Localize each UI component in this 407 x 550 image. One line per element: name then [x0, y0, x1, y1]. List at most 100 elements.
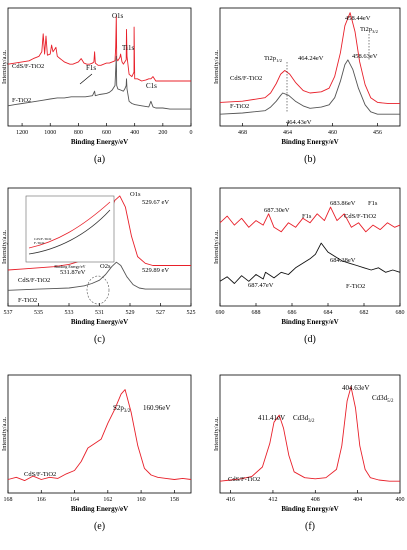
panel-letter: (e) [94, 521, 105, 532]
y-axis-label: Intensity/a.u. [213, 230, 220, 264]
x-axis-label: Binding Energy/eV [71, 318, 128, 326]
plot-frame [219, 374, 401, 494]
y-axis-label: Intensity/a.u. [1, 50, 8, 84]
inset-x-axis-label: Binding Energy/eV [54, 264, 85, 269]
panel-letter: (a) [94, 154, 105, 165]
peak-label-o1s: O1s [130, 191, 141, 198]
series-line-f-tio2 [7, 55, 191, 110]
x-tick-label: 533 [65, 310, 74, 316]
x-axis-label: Binding Energy/eV [281, 505, 338, 513]
peak-label-ti2p12: Ti2p1/2 [264, 55, 283, 63]
x-tick-label: 535 [34, 310, 43, 316]
x-tick-label: 400 [396, 497, 405, 503]
x-tick-label: 529 [126, 310, 135, 316]
x-tick-label: 0 [190, 130, 193, 136]
peak-label-683-86: 683.86eV [330, 200, 356, 207]
chart-panel-c: 537 535 533 531 529 527 525 Binding Energy/eV In… [1, 187, 196, 345]
peak-label-411-41: 411.41eV [258, 414, 285, 422]
series-label-cds: CdS/F-TiO2 [344, 213, 376, 220]
peak-label-ti1s: Ti1s [122, 44, 134, 52]
peak-label-529-89: 529.89 eV [142, 267, 169, 274]
peak-label-c1s: C1s [146, 82, 157, 90]
series-line-cds-f-tio2 [7, 15, 191, 82]
peak-label-f1s: F1s [86, 64, 96, 72]
peak-label-f1s-b: F1s [368, 200, 378, 207]
x-tick-label: 686 [288, 310, 297, 316]
y-axis-label: Intensity/a.u. [213, 50, 220, 84]
inset-legend-cds: CdS/F-TiO2 [34, 237, 52, 241]
series-label-ftio2: F-TiO2 [18, 297, 37, 304]
x-tick-label: 1200 [16, 130, 28, 136]
y-axis-label: Intensity/a.u. [1, 417, 8, 451]
x-tick-label: 468 [238, 130, 247, 136]
series-line-cds-f-tio2 [219, 12, 400, 105]
x-tick-label: 400 [130, 130, 139, 136]
x-tick-label: 537 [4, 310, 13, 316]
x-tick-label: 162 [103, 497, 112, 503]
x-tick-label: 164 [70, 497, 79, 503]
x-tick-label: 168 [4, 497, 13, 503]
chart-panel-a: 1200 1000 800 600 400 200 0 Binding Energy/eV In… [1, 7, 193, 165]
inset-series-cds [28, 201, 111, 249]
o2s-highlight-ellipse [86, 275, 110, 305]
inset-frame [25, 195, 115, 263]
peak-label-458-44: 458.44eV [345, 15, 371, 22]
peak-label-687-47: 687.47eV [248, 282, 274, 289]
x-tick-label: 404 [353, 497, 362, 503]
series-label-cds: CdS/F-TiO2 [24, 471, 56, 478]
series-line-cds-f-tio2 [219, 206, 401, 233]
series-label-cds: CdS/F-TiO2 [230, 75, 262, 82]
series-line-f-tio2 [7, 261, 191, 291]
y-axis-label: Intensity/a.u. [1, 230, 8, 264]
x-tick-label: 160 [137, 497, 146, 503]
x-tick-label: 684 [324, 310, 333, 316]
x-tick-label: 680 [396, 310, 405, 316]
peak-label-f1s-a: F1s [302, 213, 312, 220]
x-tick-label: 158 [170, 497, 179, 503]
peak-label-ti2p32: Ti2p3/2 [360, 26, 379, 34]
x-axis-label: Binding Energy/eV [71, 138, 128, 146]
inset-legend-ftio2: F-TiO2 [34, 241, 45, 245]
x-axis-label: Binding Energy/eV [281, 138, 338, 146]
x-tick-label: 525 [187, 310, 196, 316]
x-tick-label: 800 [74, 130, 83, 136]
series-label-cds: CdS/F-TiO2 [228, 476, 260, 483]
panel-letter: (f) [305, 521, 315, 532]
peak-label-s2p32: S2p3/2 [113, 404, 131, 414]
x-tick-label: 531 [95, 310, 104, 316]
x-tick-label: 416 [226, 497, 235, 503]
x-axis-label: Binding Energy/eV [71, 505, 128, 513]
x-tick-label: 200 [158, 130, 167, 136]
series-line-cds-f-tio2 [219, 386, 400, 482]
series-label-cds: CdS/F-TiO2 [18, 277, 50, 284]
x-tick-label: 688 [252, 310, 261, 316]
peak-label-404-63: 404.63eV [342, 384, 369, 392]
f1s-arrow [79, 73, 93, 85]
inset-series-ftio2 [28, 209, 111, 255]
panel-letter: (b) [304, 154, 316, 165]
peak-label-458-63: 458.63eV [352, 53, 378, 60]
series-line-f-tio2 [219, 59, 400, 115]
x-axis-label: Binding Energy/eV [281, 318, 338, 326]
peak-label-531-87: 531.87eV [60, 269, 86, 276]
panel-letter: (c) [94, 334, 105, 345]
peak-label-687-30: 687.30eV [264, 207, 290, 214]
plot-frame [219, 7, 401, 127]
plot-frame [7, 7, 192, 127]
series-label-ftio2: F-TiO2 [346, 283, 365, 290]
x-tick-label: 456 [373, 130, 382, 136]
chart-panel-b: 468 464 460 456 Binding Energy/eV Intensity/a… [213, 7, 401, 165]
x-tick-label: 460 [328, 130, 337, 136]
peak-label-cd3d52: Cd3d5/2 [372, 394, 394, 404]
x-tick-label: 412 [268, 497, 277, 503]
peak-label-o1s: O1s [112, 12, 124, 20]
series-label-ftio2: F-TiO2 [230, 103, 249, 110]
peak-label-160-96: 160.96eV [143, 404, 170, 412]
chart-panel-e: 168 166 164 162 160 158 Binding Energy/eV Inten… [1, 374, 192, 532]
x-tick-label: 527 [156, 310, 165, 316]
peak-label-464-24: 464.24eV [298, 55, 324, 62]
plot-frame [219, 187, 401, 307]
peak-label-464-43: 464.43eV [286, 119, 312, 126]
x-tick-label: 682 [360, 310, 369, 316]
x-tick-label: 690 [216, 310, 225, 316]
